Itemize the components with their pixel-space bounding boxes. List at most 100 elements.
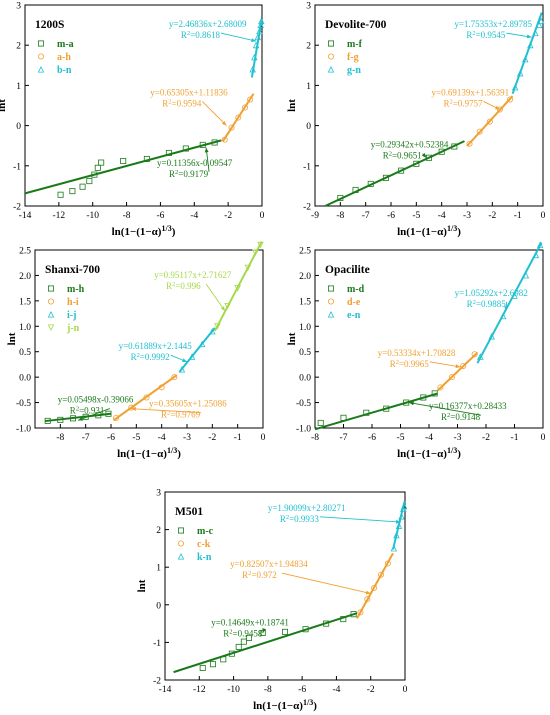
x-tick-label: -4 bbox=[332, 685, 340, 695]
legend-label-a-h: a-h bbox=[57, 52, 71, 63]
x-axis-label: ln(1−(1−α)1/3) bbox=[253, 698, 317, 712]
x-tick-label: -5 bbox=[412, 211, 420, 221]
x-tick-label: -10 bbox=[86, 211, 99, 221]
x-tick-label: -10 bbox=[227, 685, 240, 695]
data-point bbox=[240, 638, 247, 645]
x-tick-label: -9 bbox=[311, 211, 319, 221]
data-point bbox=[537, 17, 545, 25]
annotation-arrow bbox=[220, 32, 257, 42]
x-tick-label: -6 bbox=[107, 433, 115, 443]
panel-title: M501 bbox=[175, 506, 203, 518]
x-tick-label: -6 bbox=[156, 211, 164, 221]
legend-marker bbox=[177, 540, 184, 547]
y-tick-label: 2 bbox=[156, 526, 161, 536]
arrow-head bbox=[365, 590, 371, 595]
data-point bbox=[94, 164, 101, 171]
legend-label-i-j: i-j bbox=[67, 310, 76, 321]
fit-line-d-e bbox=[436, 351, 479, 392]
legend-marker bbox=[177, 527, 184, 534]
annotation-arrow bbox=[201, 101, 227, 126]
x-tick-label: 0 bbox=[541, 433, 546, 443]
data-point bbox=[228, 124, 235, 131]
fit-r-squared: R2=0.9757 bbox=[444, 98, 484, 108]
legend-marker bbox=[48, 298, 55, 305]
x-tick-label: 0 bbox=[541, 211, 546, 221]
y-tick-label: 2 bbox=[306, 42, 311, 52]
legend-label-h-i: h-i bbox=[67, 297, 79, 308]
y-axis-label: lnt bbox=[136, 579, 148, 592]
data-point bbox=[317, 419, 324, 426]
data-point bbox=[496, 106, 503, 113]
legend-marker bbox=[327, 40, 334, 47]
annotation-arrow bbox=[205, 283, 226, 312]
legend-label-e-n: e-n bbox=[347, 310, 361, 321]
y-tick-label: 0.0 bbox=[19, 374, 31, 384]
y-tick-label: -2 bbox=[303, 203, 311, 213]
fit-r-squared: R2=0.9933 bbox=[280, 514, 320, 524]
fit-equation: y=0.05498x-0.39066 bbox=[58, 395, 134, 405]
fit-r-squared: R2=0.9179 bbox=[169, 169, 209, 179]
y-tick-label: 3 bbox=[16, 2, 21, 12]
y-tick-label: 0.5 bbox=[19, 348, 31, 358]
annotation-arrow bbox=[408, 402, 482, 416]
arrow-head bbox=[131, 406, 136, 411]
fit-line-m-c bbox=[173, 612, 358, 674]
arrow-head bbox=[494, 105, 500, 110]
y-tick-label: 1.5 bbox=[19, 297, 31, 307]
fit-line-m-d bbox=[314, 392, 438, 431]
y-tick-label: 1 bbox=[156, 564, 161, 574]
legend-marker bbox=[47, 324, 55, 331]
fit-r-squared: R2=0.9545 bbox=[466, 30, 506, 40]
legend-marker bbox=[38, 53, 45, 60]
annotation-arrow bbox=[282, 572, 371, 594]
legend-label-c-k: c-k bbox=[197, 539, 211, 550]
x-tick-label: -7 bbox=[362, 211, 370, 221]
arrow-head bbox=[526, 34, 532, 39]
fit-line-i-j bbox=[178, 327, 216, 373]
x-tick-label: -2 bbox=[367, 685, 375, 695]
fit-r-squared: R2=0.9148 bbox=[441, 412, 481, 422]
fit-equation: y=0.11356x-0.09547 bbox=[157, 158, 233, 168]
x-tick-label: -1 bbox=[234, 433, 242, 443]
panel-title: Opacilite bbox=[325, 264, 370, 276]
data-point bbox=[86, 178, 93, 185]
x-tick-label: -4 bbox=[425, 433, 433, 443]
fit-line-g-n bbox=[511, 12, 543, 95]
data-point bbox=[398, 167, 405, 174]
plot-frame bbox=[24, 4, 263, 207]
y-tick-label: 1 bbox=[306, 82, 311, 92]
y-axis-label: lnt bbox=[6, 332, 18, 345]
x-tick-label: -8 bbox=[311, 433, 319, 443]
x-tick-label: -5 bbox=[397, 433, 405, 443]
fit-equation: y=1.05292x+2.6982 bbox=[455, 288, 528, 298]
x-tick-label: -14 bbox=[19, 211, 32, 221]
fit-line-m-h bbox=[45, 412, 112, 423]
x-tick-label: -8 bbox=[264, 685, 272, 695]
x-tick-label: -1 bbox=[511, 433, 519, 443]
chart-panel-2: -9 -8 -7 -6 -5 -4 -3 -2 -1 0 -2 -1 0 1 2 3 ln(1−(1−α)1/3… bbox=[286, 2, 546, 239]
x-tick-label: -3 bbox=[463, 211, 471, 221]
x-tick-label: -8 bbox=[56, 433, 64, 443]
data-point bbox=[79, 183, 86, 190]
x-tick-label: -7 bbox=[340, 433, 348, 443]
x-tick-label: -1 bbox=[514, 211, 522, 221]
arrow-head bbox=[455, 364, 461, 369]
arrow-head bbox=[78, 416, 84, 421]
plot-frame bbox=[314, 4, 544, 207]
fit-equation: y=0.29342x+0.52384 bbox=[371, 140, 449, 150]
data-point bbox=[128, 404, 135, 411]
data-point bbox=[437, 384, 444, 391]
y-tick-label: 0.0 bbox=[299, 374, 311, 384]
fit-equation: y=0.95117x+2.71627 bbox=[154, 270, 232, 280]
x-axis-label: ln(1−(1−α)1/3) bbox=[397, 224, 461, 238]
x-tick-label: -6 bbox=[387, 211, 395, 221]
data-point bbox=[235, 643, 242, 650]
y-tick-label: -1 bbox=[153, 639, 161, 649]
y-tick-label: 2 bbox=[16, 42, 21, 52]
arrow-head bbox=[204, 147, 209, 153]
arrow-head bbox=[182, 358, 187, 362]
fit-equation: y=0.35605x+1.25086 bbox=[149, 399, 227, 409]
legend-label-m-a: m-a bbox=[57, 39, 74, 50]
fit-equation: y=0.14649x+0.18741 bbox=[211, 617, 289, 627]
